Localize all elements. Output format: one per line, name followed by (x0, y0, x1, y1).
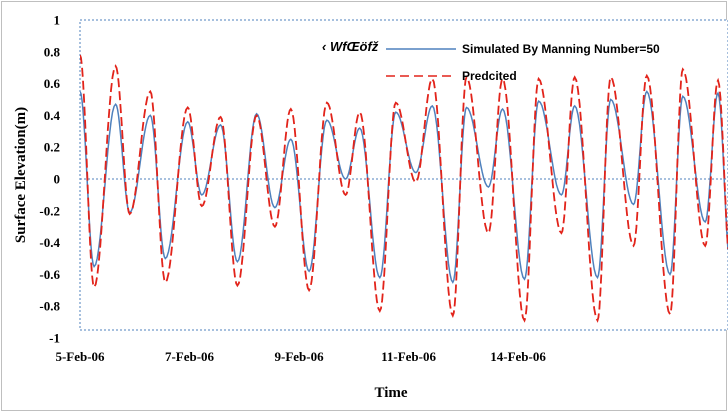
y-tick-label: 1 (54, 13, 61, 28)
y-tick-label: 0.6 (44, 76, 61, 91)
x-tick-label: 7-Feb-06 (165, 349, 215, 364)
y-tick-label: 0.8 (44, 44, 61, 59)
series-line-predicted (80, 54, 728, 323)
y-tick-label: 0 (54, 172, 61, 187)
y-tick-label: -1 (49, 331, 60, 346)
y-axis-title: Surface Elevation(m) (13, 107, 29, 243)
y-tick-label: 0.4 (44, 108, 61, 123)
series-lines (80, 54, 728, 323)
y-tick-label: -0.2 (39, 203, 60, 218)
plot-area (79, 19, 728, 331)
x-tick-label: 5-Feb-06 (55, 349, 105, 364)
y-tick-labels: 1 0.8 0.6 0.4 0.2 0 -0.2 -0.4 -0.6 -0.8 -1 (39, 13, 60, 346)
x-tick-labels: 5-Feb-06 7-Feb-06 9-Feb-06 11-Feb-06 14-Feb-… (55, 349, 546, 364)
legend: ‹ WfŒöfž Simulated By Manning Number=50 … (322, 39, 660, 83)
x-tick-label: 9-Feb-06 (274, 349, 324, 364)
legend-label-predicted: Predcited (462, 69, 517, 83)
y-tick-label: -0.4 (39, 235, 60, 250)
legend-garbled-text: ‹ WfŒöfž (322, 39, 379, 54)
y-tick-label: 0.2 (44, 140, 60, 155)
x-axis-title: Time (374, 385, 407, 401)
x-tick-label: 11-Feb-06 (381, 349, 436, 364)
y-tick-label: -0.8 (39, 299, 60, 314)
legend-label-simulated: Simulated By Manning Number=50 (462, 42, 660, 56)
y-tick-label: -0.6 (39, 267, 60, 282)
x-tick-label: 14-Feb-06 (490, 349, 546, 364)
